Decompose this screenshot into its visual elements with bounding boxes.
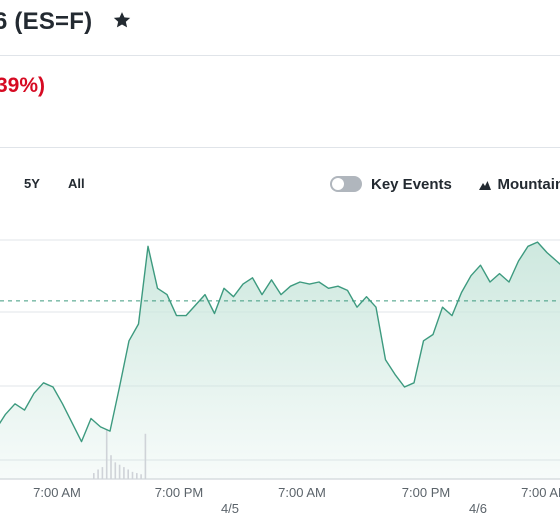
range-button-all[interactable]: All [68,176,85,191]
volume-bar [140,474,142,479]
date-label: 4/5 [221,501,239,516]
mountain-icon [479,180,491,190]
volume-bar [110,455,112,479]
volume-bar [93,473,95,479]
volume-bar [123,467,125,479]
volume-bar [136,473,138,479]
volume-bar [118,464,121,479]
volume-bar [105,429,108,479]
toggle-knob [332,178,344,190]
x-tick-label: 7:00 AM [278,485,326,500]
volume-bar [127,469,129,479]
x-tick-label: 7:00 AM [33,485,81,500]
chart-type-label: Mountain [497,176,560,194]
x-tick-label: 7:00 PM [155,485,203,500]
volume-bar [101,467,104,479]
x-tick-label: 7:00 PM [402,485,450,500]
x-tick-label: 7:00 AM [521,485,560,500]
section-divider [0,147,560,148]
price-change-percent: 39%) [0,74,46,97]
price-area-fill [0,242,560,479]
key-events-toggle[interactable] [330,176,362,192]
watchlist-star-icon[interactable] [112,10,132,30]
chart-type-selector[interactable]: Mountain [479,176,560,194]
price-chart[interactable]: 7:00 AM 7:00 PM 7:00 AM 7:00 PM 7:00 AM 4/5 4/… [0,200,560,519]
header-divider [0,55,560,56]
ticker-title: 6 (ES=F) [0,8,93,35]
date-label: 4/6 [469,501,487,516]
price-line [0,241,560,443]
key-events-label: Key Events [371,176,452,193]
volume-bar [144,433,147,479]
volume-bar [114,462,117,479]
volume-bar [97,469,99,479]
range-button-5y[interactable]: 5Y [24,176,40,191]
volume-bar [131,471,134,479]
